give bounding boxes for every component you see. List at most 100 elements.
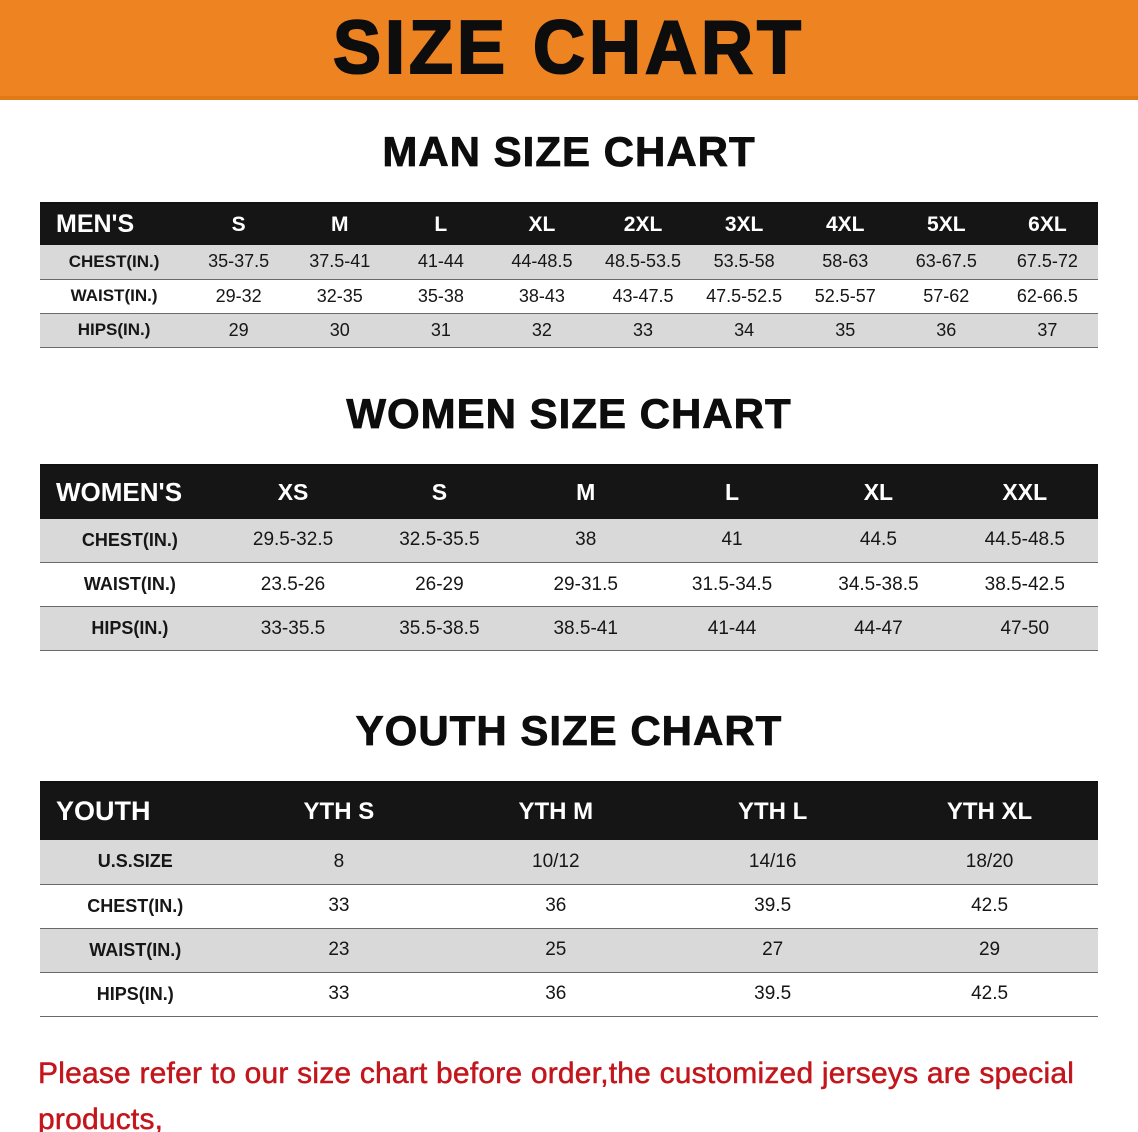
table-row: HIPS(IN.) 33 36 39.5 42.5	[40, 972, 1098, 1016]
table-row: WAIST(IN.) 23.5-26 26-29 29-31.5 31.5-34.5 34…	[40, 562, 1098, 607]
table-row: U.S.SIZE 8 10/12 14/16 18/20	[40, 840, 1098, 884]
size-header-cell: 2XL	[592, 203, 694, 245]
size-header-cell: S	[366, 464, 513, 519]
value-cell: 43-47.5	[612, 285, 674, 306]
value-cell: 37	[1037, 319, 1058, 340]
value-cell: 42.5	[971, 895, 1009, 916]
row-label-cell: HIPS(IN.)	[77, 320, 151, 339]
value-cell: 44.5-48.5	[984, 529, 1065, 551]
value-cell: 39.5	[754, 895, 792, 916]
value-cell: 29.5-32.5	[252, 529, 334, 551]
size-header-cell: 4XL	[794, 203, 896, 245]
value-cell: 44-48.5	[511, 251, 573, 272]
value-cell: 67.5-72	[1016, 251, 1078, 272]
size-header-cell: M	[289, 203, 391, 245]
value-cell: 25	[545, 939, 567, 960]
table-header-row: MEN'S S M L XL 2XL 3XL 4XL 5XL 6XL	[40, 203, 1098, 245]
value-cell: 29	[978, 939, 1001, 960]
row-label-cell: WAIST(IN.)	[70, 286, 158, 305]
value-cell: 35.5-38.5	[399, 617, 480, 639]
value-cell: 57-62	[923, 285, 970, 306]
value-cell: 37.5-41	[309, 251, 371, 272]
table-row: HIPS(IN.) 29 30 31 32 33 34 35 36 37	[40, 313, 1098, 347]
row-label-cell: CHEST(IN.)	[81, 529, 178, 550]
value-cell: 41	[721, 529, 743, 551]
value-cell: 35-37.5	[208, 251, 270, 272]
size-header-cell: XL	[805, 464, 952, 519]
value-cell: 32-35	[316, 285, 363, 306]
value-cell: 44-47	[854, 617, 903, 639]
value-cell: 31.5-34.5	[691, 573, 773, 595]
value-cell: 33-35.5	[260, 617, 326, 639]
value-cell: 33	[633, 319, 654, 340]
value-cell: 23.5-26	[260, 573, 326, 595]
men-size-table: MEN'S S M L XL 2XL 3XL 4XL 5XL 6XL CHEST(IN.) 35-37…	[40, 202, 1098, 348]
size-header-cell: L	[658, 464, 806, 519]
value-cell: 35	[835, 319, 856, 340]
table-title-cell: WOMEN'S	[40, 464, 220, 519]
men-section-heading: MAN SIZE CHART	[382, 128, 756, 176]
size-header-cell: 5XL	[895, 203, 997, 245]
table-row: CHEST(IN.) 33 36 39.5 42.5	[40, 884, 1098, 928]
size-header-cell: XS	[219, 464, 367, 519]
value-cell: 8	[333, 850, 345, 872]
value-cell: 39.5	[754, 983, 792, 1004]
value-cell: 62-66.5	[1016, 285, 1078, 306]
value-cell: 63-67.5	[915, 251, 977, 272]
row-label-cell: CHEST(IN.)	[68, 251, 160, 271]
size-header-cell: S	[188, 203, 290, 245]
value-cell: 47-50	[1000, 617, 1050, 639]
table-row: CHEST(IN.) 35-37.5 37.5-41 41-44 44-48.5 48.5…	[40, 245, 1098, 279]
value-cell: 10/12	[532, 850, 580, 872]
value-cell: 29-32	[215, 285, 262, 306]
value-cell: 36	[545, 983, 567, 1004]
value-cell: 32	[531, 319, 552, 340]
row-label-cell: CHEST(IN.)	[87, 895, 184, 916]
value-cell: 38.5-41	[553, 617, 618, 639]
table-header-row: YOUTH YTH S YTH M YTH L YTH XL	[40, 782, 1098, 840]
size-header-cell: YTH M	[447, 782, 665, 840]
row-label-cell: WAIST(IN.)	[89, 939, 182, 960]
disclaimer-line-1: Please refer to our size chart before or…	[38, 1056, 1075, 1132]
women-section-heading: WOMEN SIZE CHART	[346, 389, 792, 437]
value-cell: 23	[328, 939, 350, 960]
value-cell: 52.5-57	[814, 285, 876, 306]
men-size-section: MAN SIZE CHART MEN'S S M L XL 2XL 3XL 4XL 5XL 6XL…	[0, 128, 1138, 348]
youth-section-heading: YOUTH SIZE CHART	[355, 707, 783, 755]
value-cell: 42.5	[971, 983, 1009, 1004]
value-cell: 26-29	[415, 573, 464, 595]
value-cell: 33	[328, 983, 350, 1004]
row-label-cell: U.S.SIZE	[97, 851, 173, 872]
value-cell: 41-44	[417, 251, 464, 272]
size-header-cell: 3XL	[693, 203, 795, 245]
value-cell: 36	[936, 319, 957, 340]
row-label-cell: HIPS(IN.)	[91, 618, 169, 638]
page-title: SIZE CHART	[332, 5, 805, 90]
banner: SIZE CHART	[0, 0, 1138, 100]
table-row: WAIST(IN.) 23 25 27 29	[40, 928, 1098, 972]
row-label-cell: WAIST(IN.)	[83, 574, 176, 594]
size-header-cell: YTH XL	[881, 782, 1098, 840]
women-size-section: WOMEN SIZE CHART WOMEN'S XS S M L XL XXL CHEST(…	[0, 389, 1138, 651]
size-header-cell: L	[390, 203, 492, 245]
value-cell: 35-38	[417, 285, 464, 306]
value-cell: 53.5-58	[713, 251, 775, 272]
value-cell: 36	[545, 895, 567, 916]
size-header-cell: M	[512, 464, 659, 519]
value-cell: 47.5-52.5	[706, 285, 783, 306]
table-row: CHEST(IN.) 29.5-32.5 32.5-35.5 38 41 44.5 44.5…	[40, 518, 1098, 563]
size-header-cell: XL	[491, 203, 593, 245]
value-cell: 44.5	[859, 529, 897, 551]
value-cell: 27	[762, 939, 784, 960]
value-cell: 38-43	[518, 285, 565, 306]
value-cell: 18/20	[965, 850, 1014, 872]
value-cell: 38	[575, 529, 597, 551]
size-header-cell: YTH L	[664, 782, 882, 840]
women-size-table: WOMEN'S XS S M L XL XXL CHEST(IN.) 29.5-32.5 32.5…	[40, 463, 1098, 651]
table-title-cell: MEN'S	[40, 203, 189, 245]
size-header-cell: XXL	[951, 464, 1098, 519]
table-row: WAIST(IN.) 29-32 32-35 35-38 38-43 43-47.5 47.…	[40, 279, 1098, 313]
disclaimer: Please refer to our size chart before or…	[38, 1051, 1100, 1132]
size-header-cell: 6XL	[996, 203, 1098, 245]
